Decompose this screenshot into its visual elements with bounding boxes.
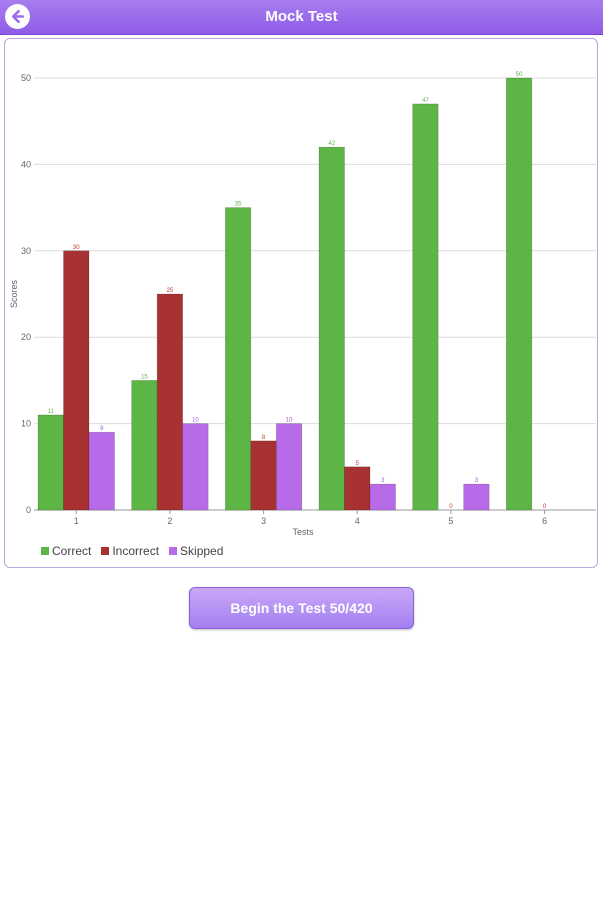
bar-skipped-test-1	[88, 431, 115, 511]
begin-test-button[interactable]: Begin the Test 50/420	[189, 587, 414, 629]
data-label-correct-test-6: 50	[516, 72, 523, 78]
x-tick-label-3: 3	[261, 516, 266, 526]
legend-swatch-correct	[41, 547, 49, 555]
data-label-correct-test-3: 35	[235, 202, 242, 208]
y-axis-label: Scores	[9, 279, 19, 308]
legend-label-correct: Correct	[52, 544, 92, 558]
data-label-incorrect-test-3: 8	[262, 435, 266, 441]
bar-incorrect-test-1	[63, 250, 90, 511]
data-label-correct-test-4: 42	[328, 141, 335, 147]
bar-skipped-test-4	[369, 483, 396, 511]
data-label-skipped-test-3: 10	[286, 418, 293, 424]
x-tick-label-2: 2	[167, 516, 172, 526]
y-tick-label-50: 50	[21, 73, 31, 83]
legend-item-skipped: Skipped	[169, 544, 223, 558]
legend-item-incorrect: Incorrect	[101, 544, 159, 558]
page-title: Mock Test	[265, 8, 338, 25]
bar-correct-test-6	[506, 77, 533, 511]
bar-incorrect-test-2	[156, 293, 183, 511]
legend-item-correct: Correct	[41, 544, 91, 558]
bar-incorrect-test-4	[344, 466, 371, 511]
chart-legend: Correct Incorrect Skipped	[41, 544, 223, 558]
bar-correct-test-5	[412, 103, 439, 511]
back-arrow-icon	[11, 9, 25, 24]
x-tick-label-4: 4	[355, 516, 360, 526]
x-axis-label: Tests	[292, 527, 314, 537]
bar-correct-test-3	[225, 207, 252, 511]
top-bar: Mock Test	[0, 0, 603, 35]
bar-skipped-test-2	[182, 423, 209, 511]
y-tick-label-10: 10	[21, 419, 31, 429]
data-label-incorrect-test-6: 0	[543, 504, 547, 510]
data-label-skipped-test-4: 3	[381, 478, 385, 484]
y-tick-label-0: 0	[26, 505, 31, 515]
x-tick-label-1: 1	[74, 516, 79, 526]
legend-label-incorrect: Incorrect	[112, 544, 160, 558]
legend-swatch-skipped	[169, 547, 178, 555]
bar-correct-test-2	[131, 380, 158, 511]
data-label-skipped-test-2: 10	[192, 418, 199, 424]
bar-correct-test-4	[318, 146, 345, 511]
data-label-skipped-test-5: 3	[475, 478, 479, 484]
y-tick-label-20: 20	[21, 332, 31, 342]
data-label-incorrect-test-2: 25	[167, 288, 174, 294]
bar-incorrect-test-3	[250, 440, 277, 511]
x-tick-label-6: 6	[542, 516, 547, 526]
data-label-correct-test-1: 11	[48, 409, 55, 415]
data-label-correct-test-5: 47	[422, 98, 429, 104]
y-tick-label-40: 40	[21, 159, 31, 169]
data-label-incorrect-test-5: 0	[449, 504, 453, 510]
scores-bar-chart: 01020304050ScoresTests111309215251033581…	[9, 72, 596, 537]
legend-swatch-incorrect	[101, 547, 110, 555]
data-label-correct-test-2: 15	[141, 374, 148, 380]
data-label-incorrect-test-1: 30	[73, 245, 80, 251]
y-tick-label-30: 30	[21, 246, 31, 256]
back-button[interactable]	[5, 4, 30, 29]
bar-skipped-test-5	[463, 483, 490, 511]
data-label-incorrect-test-4: 5	[356, 461, 360, 467]
bar-correct-test-1	[37, 414, 64, 511]
legend-label-skipped: Skipped	[180, 544, 224, 558]
bar-skipped-test-3	[276, 423, 303, 511]
data-label-skipped-test-1: 9	[100, 426, 104, 432]
chart-card: 0 10 20 30 40 50 Scores Tests 1 11 30 9 2 15 25 10 3 35 8 1…	[4, 38, 598, 568]
x-tick-label-5: 5	[448, 516, 453, 526]
